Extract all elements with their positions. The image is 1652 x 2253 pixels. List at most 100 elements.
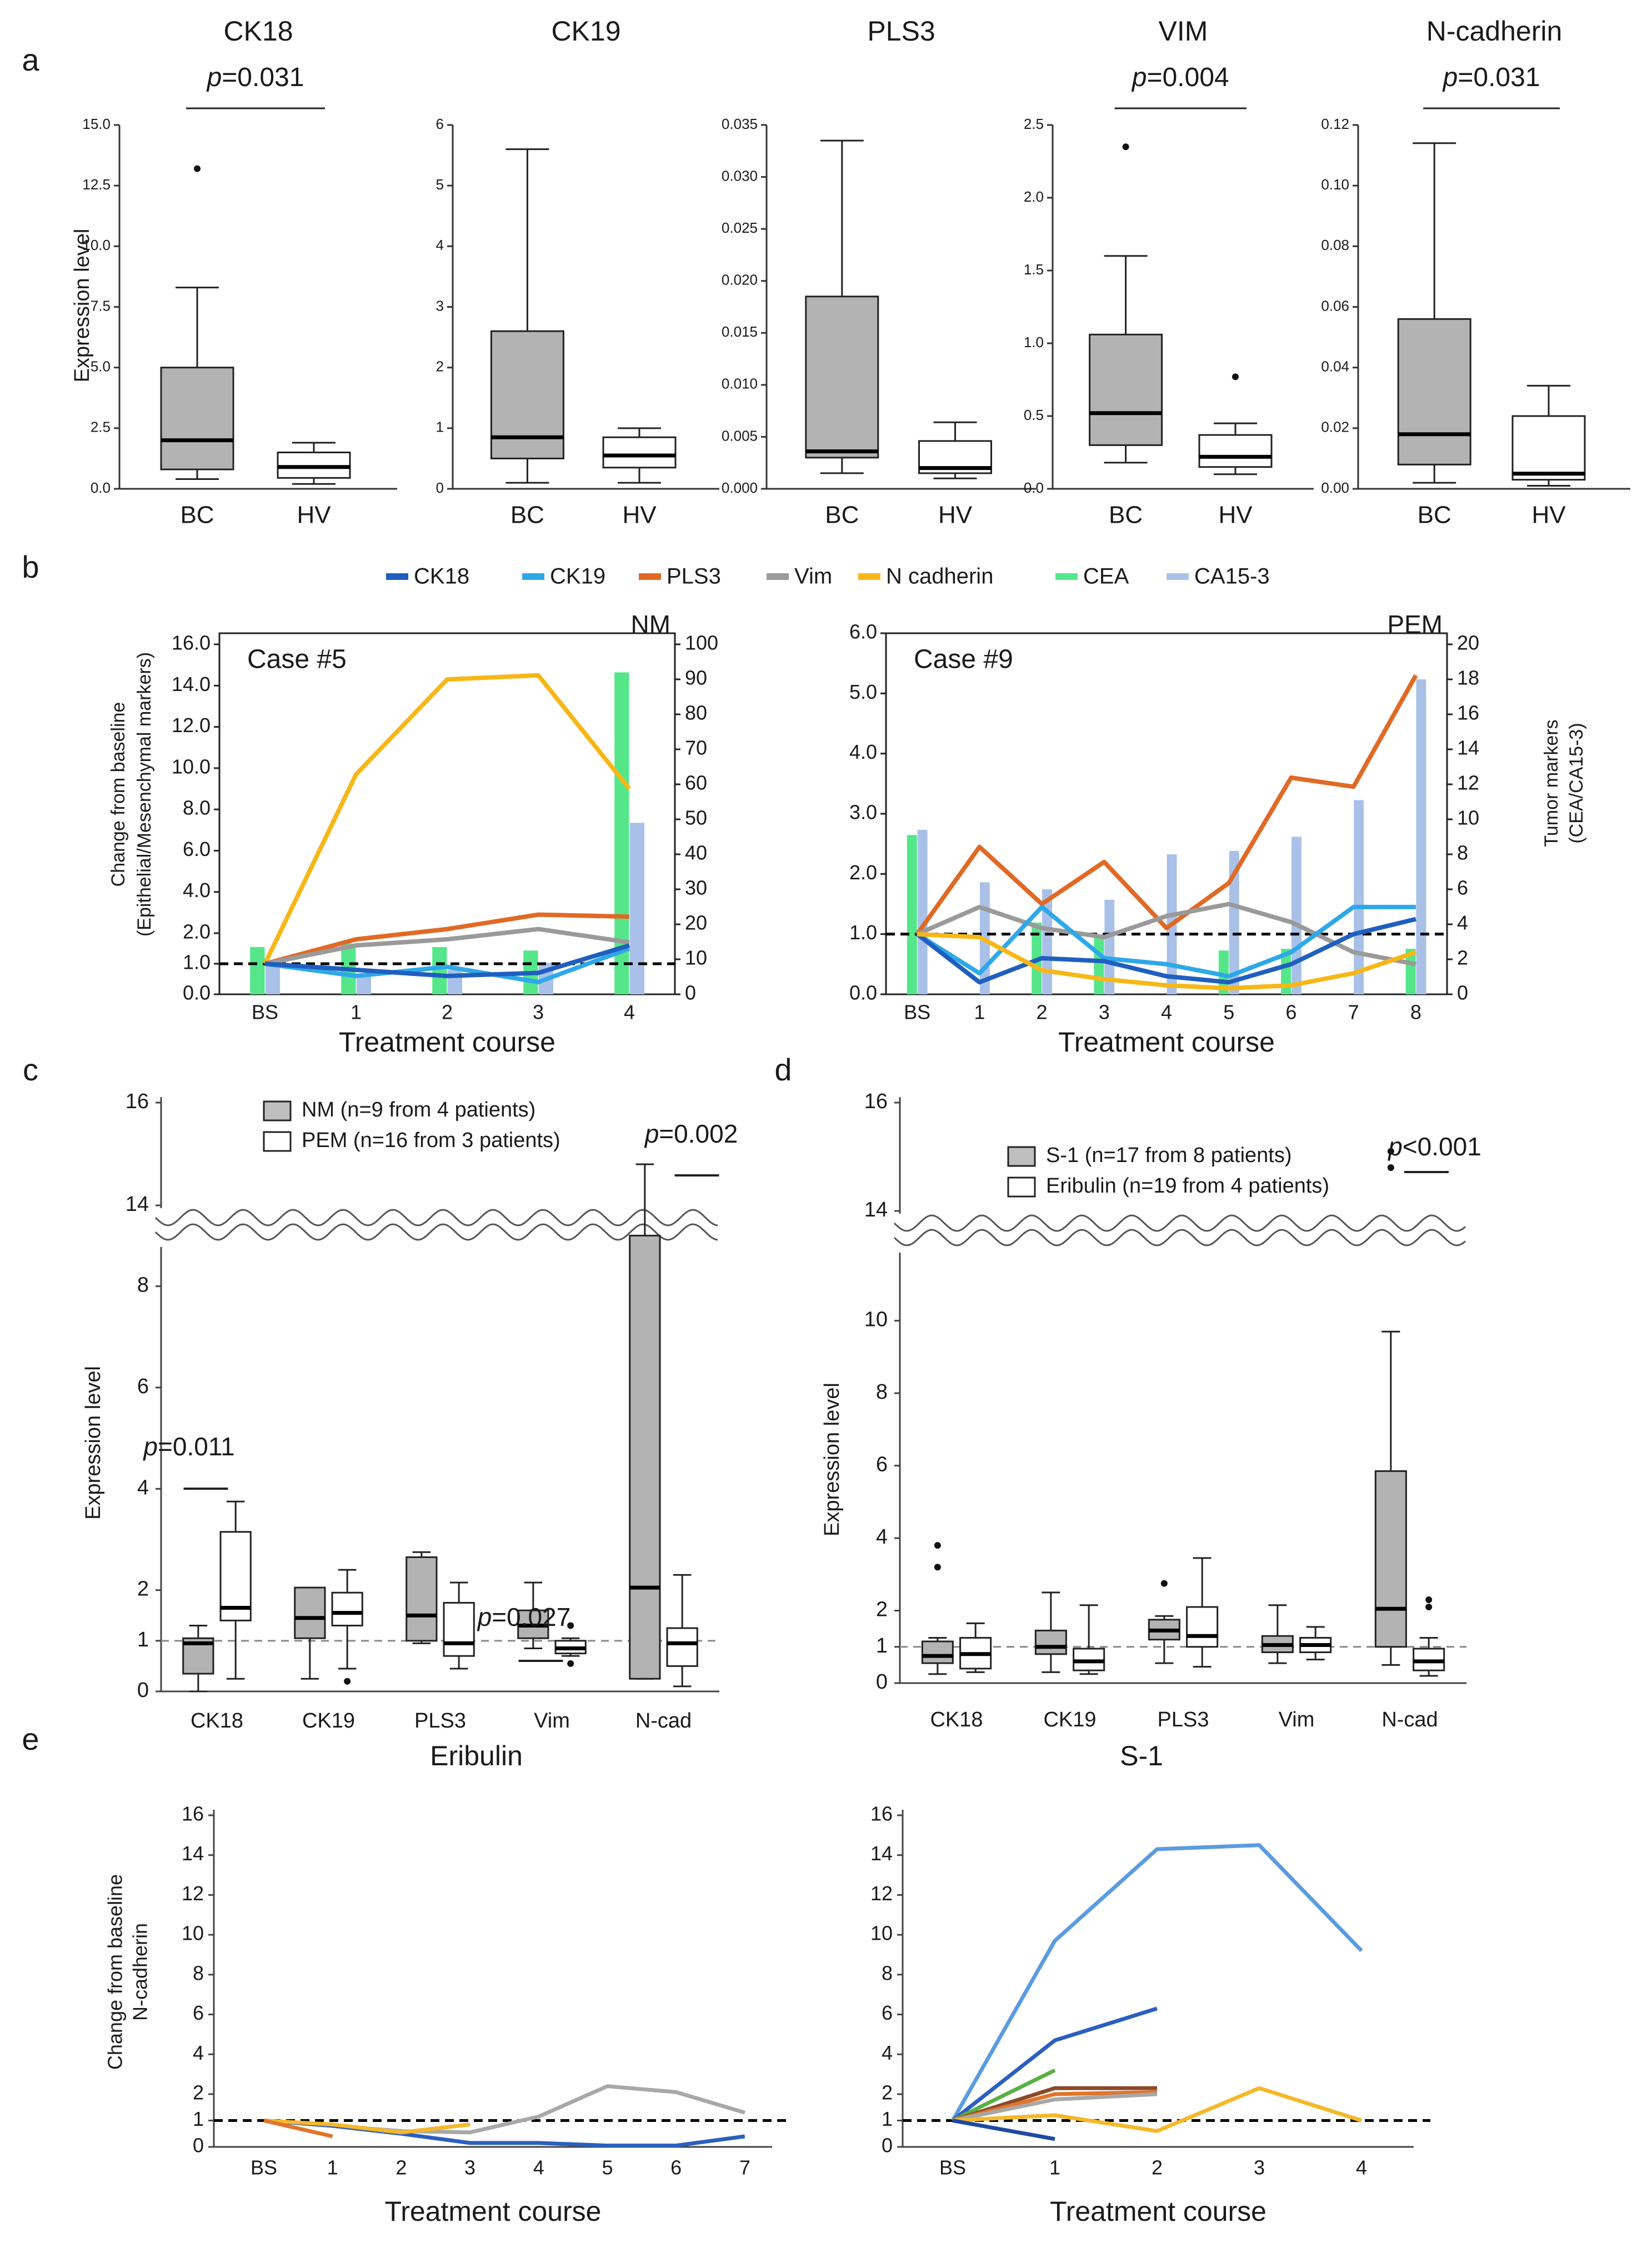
panel-b-0-xtick-label-0: BS: [252, 1001, 278, 1024]
panel-b-1-xtick-label-4: 4: [1161, 1001, 1172, 1024]
panel-a-1-ytick-label-6: 6: [436, 116, 444, 132]
panel-c-ytick-label-1: 1: [137, 1628, 149, 1651]
panel-b-1-ytick-label-0: 0.0: [849, 982, 877, 1004]
panel-label-a: a: [22, 42, 39, 77]
panel-e-0-xtick-label-3: 3: [464, 2156, 475, 2179]
panel-b-1-xtick-label-1: 1: [974, 1001, 985, 1024]
panel-e-0-ytick-label-0: 0: [193, 2134, 204, 2157]
panel-b-legend-swatch-1: [522, 573, 544, 580]
panel-e-1-series-1: [951, 2006, 1158, 2122]
panel-a-2-ytick-label-1: 0.005: [722, 427, 758, 444]
panel-b-1-xtick-label-3: 3: [1099, 1001, 1110, 1024]
panel-b-0-ytick-label-1: 1.0: [183, 951, 211, 974]
panel-e-1-ytick-label-2: 2: [882, 2081, 893, 2104]
panel-label-b: b: [22, 549, 39, 584]
panel-a-1-category-1: HV: [622, 502, 657, 529]
panel-b-1-bar-ca15-3-5: [1229, 850, 1239, 994]
panel-a-4-ytick-label-4: 0.08: [1321, 237, 1349, 253]
panel-e-1-series-7: [952, 2119, 1055, 2141]
panel-d-category-3: Vim: [1279, 1708, 1315, 1731]
panel-b-0-series-vim: [264, 927, 630, 966]
panel-label-d: d: [774, 1052, 792, 1087]
panel-c-legend-swatch-0: [263, 1100, 292, 1122]
panel-b-legend-label-5: CEA: [1083, 564, 1129, 589]
panel-c-box-vim-1-outlier-0: [567, 1660, 574, 1667]
panel-b-0-ytick-label-6: 10.0: [172, 755, 211, 778]
panel-a-1-box-bc-box: [490, 330, 564, 459]
panel-b-1-xtick-label-2: 2: [1037, 1001, 1048, 1024]
panel-b-1-y2tick-label-0: 0: [1457, 982, 1468, 1004]
panel-c-box-n-cad-0-box: [629, 1234, 661, 1680]
panel-e-0-xtick-label-5: 5: [602, 2156, 613, 2179]
panel-c-box-pls3-0-box: [406, 1556, 438, 1642]
panel-b-0-series-n-cadherin: [263, 673, 632, 965]
panel-e-1-title: S-1: [1120, 1740, 1163, 1771]
panel-a-0-ytick-label-2: 5.0: [91, 358, 111, 375]
panel-e-1-ytick-label-5: 8: [882, 1961, 893, 1984]
panel-b-0-ytick-label-7: 12.0: [172, 714, 211, 737]
panel-b-1-y2tick-label-1: 2: [1457, 947, 1468, 969]
panel-b-0-ytick-label-3: 4.0: [183, 879, 211, 902]
panel-d-box-ck18-0-outlier-1: [934, 1542, 941, 1549]
panel-b-ylabel-right-line2: (CEA/CA15-3): [1566, 723, 1587, 843]
panel-d-ytick-label-6: 10: [864, 1308, 888, 1331]
panel-b-0-y2tick-label-2: 20: [685, 912, 707, 934]
panel-c-pvalue-0: p=0.011: [142, 1432, 234, 1461]
panel-a-0-title: CK18: [223, 16, 293, 47]
panel-c-category-1: CK19: [302, 1709, 355, 1733]
panel-b-1-bar-cea-8: [1405, 949, 1416, 994]
panel-b-0-series-ck18: [264, 943, 630, 978]
panel-b-0-bar-ca15-3-0: [265, 964, 281, 994]
panel-a-3-category-0: BC: [1109, 502, 1143, 529]
panel-b-1-xlabel: Treatment course: [1058, 1027, 1275, 1058]
panel-c-category-3: Vim: [534, 1709, 570, 1733]
panel-e-1-ytick-label-9: 16: [870, 1803, 893, 1825]
panel-b-1-series-pls3: [915, 674, 1418, 936]
panel-a-2-ytick-label-2: 0.010: [722, 376, 758, 392]
panel-d-ytick-label-3: 4: [876, 1525, 888, 1549]
panel-e-0-xtick-label-4: 4: [533, 2156, 544, 2179]
panel-a-4-ytick-label-3: 0.06: [1321, 297, 1349, 314]
panel-b-1-y2tick-label-3: 6: [1457, 877, 1468, 899]
panel-b-1-y2tick-label-6: 12: [1457, 772, 1479, 794]
panel-e-0-ytick-label-5: 8: [193, 1961, 204, 1984]
panel-d-box-ck18-0-box: [921, 1640, 954, 1664]
panel-a-3-box-bc-box: [1089, 333, 1163, 446]
panel-e-0-ytick-label-8: 14: [182, 1842, 204, 1865]
panel-b-0-frame: [218, 632, 676, 995]
panel-b-0-y2tick-label-1: 10: [685, 947, 707, 969]
panel-e-1-xlabel: Treatment course: [1050, 2196, 1266, 2227]
panel-d-ytick-label-1: 1: [876, 1634, 888, 1658]
panel-a-4-category-1: HV: [1531, 502, 1566, 529]
panel-b-0-ytick-label-2: 2.0: [183, 920, 211, 943]
panel-a-3-ytick-label-5: 2.5: [1024, 116, 1044, 132]
panel-d-category-0: CK18: [930, 1708, 983, 1731]
panel-d-legend-swatch-0: [1007, 1146, 1036, 1167]
panel-e-ylabel-line2: N-cadherin: [129, 1923, 152, 2021]
panel-a-ylabel: Expression level: [71, 229, 94, 383]
panel-b-0-y2tick-label-6: 60: [685, 772, 707, 794]
panel-e-0-series-3: [263, 2119, 333, 2139]
panel-a-3-ytick-label-2: 1.0: [1024, 334, 1044, 351]
panel-a-3-box-bc-outlier-0: [1122, 143, 1129, 151]
panel-a-3-ytick-label-0: 0.0: [1024, 479, 1044, 496]
panel-b-0-y2tick-label-3: 30: [685, 877, 707, 899]
panel-b-0-xtick-label-4: 4: [624, 1001, 635, 1024]
panel-b-legend-label-4: N cadherin: [886, 564, 993, 589]
panel-a-2-box-bc-box: [805, 296, 879, 459]
panel-b-0-tag: NM: [630, 610, 670, 639]
panel-e-1-ytick-label-8: 14: [870, 1842, 893, 1865]
panel-a-3-category-1: HV: [1218, 502, 1253, 529]
panel-b-1-bar-cea-6: [1281, 949, 1291, 994]
panel-a-4-box-bc-box: [1397, 318, 1471, 465]
panel-c-box-ck19-0-box: [294, 1586, 326, 1639]
panel-b-1-series-ck18: [915, 917, 1416, 985]
panel-a-4-category-0: BC: [1418, 502, 1451, 529]
panel-d-box-n-cad-0-outlier-1: [1387, 1148, 1394, 1155]
panel-b-0-ytick-label-9: 16.0: [172, 632, 211, 654]
panel-a-2-category-0: BC: [825, 502, 859, 529]
panel-b-1-y2tick-label-8: 16: [1457, 702, 1479, 724]
panel-d-category-2: PLS3: [1158, 1708, 1209, 1731]
panel-e-1-ytick-label-6: 10: [870, 1922, 893, 1945]
panel-b-1-ytick-label-6: 6.0: [849, 620, 877, 643]
